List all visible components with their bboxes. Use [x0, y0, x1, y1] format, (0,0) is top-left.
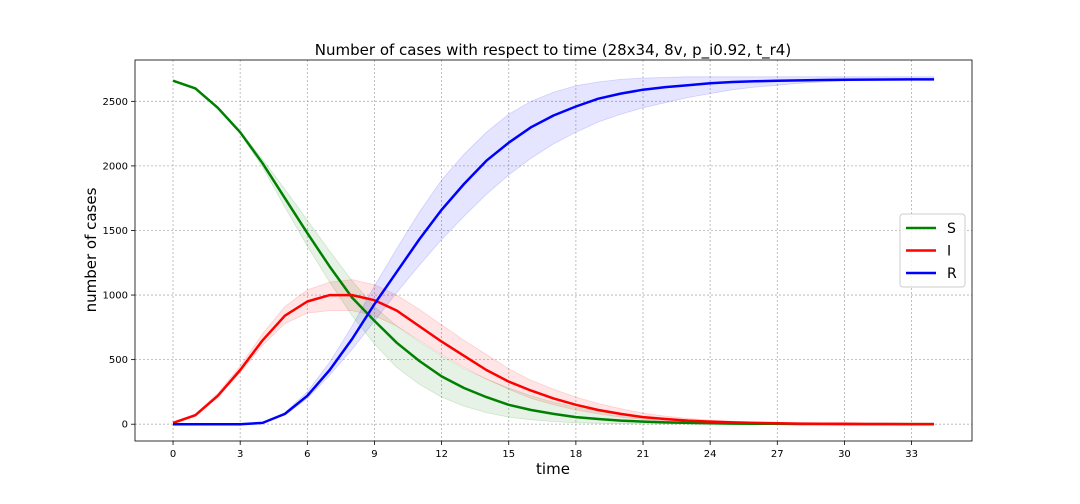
legend-label-i: I — [947, 244, 951, 260]
legend-label-s: S — [947, 221, 956, 237]
legend-label-r: R — [947, 266, 957, 282]
series-line-r — [173, 78, 934, 426]
band-r — [173, 76, 935, 425]
x-tick-label: 6 — [304, 449, 310, 460]
x-tick-label: 30 — [838, 449, 851, 460]
confidence-bands — [172, 76, 935, 425]
x-tick-label: 3 — [237, 449, 243, 460]
y-axis-label: number of cases — [82, 187, 100, 312]
x-tick-label: 24 — [704, 449, 717, 460]
y-tick-label: 0 — [122, 420, 128, 431]
x-tick-label: 15 — [502, 449, 515, 460]
x-axis-label: time — [536, 460, 570, 478]
legend: SIR — [899, 213, 966, 288]
y-tick-label: 1500 — [103, 226, 128, 237]
y-tick-label: 2500 — [103, 97, 128, 108]
x-tick-label: 33 — [905, 449, 918, 460]
band-i — [172, 279, 935, 425]
x-tick-label: 9 — [371, 449, 377, 460]
series-lines — [172, 78, 934, 426]
x-tick-label: 0 — [170, 449, 176, 460]
x-tick-label: 21 — [637, 449, 650, 460]
x-tick-label: 12 — [435, 449, 448, 460]
series-line-i — [172, 293, 934, 426]
y-tick-label: 1000 — [103, 291, 128, 302]
y-axis-ticks: 0 500 1000 1500 2000 2500 — [103, 97, 135, 431]
x-tick-label: 18 — [570, 449, 583, 460]
x-axis-ticks: 0 3 6 9 12 15 18 21 24 27 30 33 — [170, 441, 918, 460]
y-tick-label: 2000 — [103, 161, 128, 172]
plot-area-frame — [134, 59, 973, 442]
x-tick-label: 27 — [771, 449, 784, 460]
y-tick-label: 500 — [109, 355, 128, 366]
chart-title: Number of cases with respect to time (28… — [315, 41, 791, 60]
